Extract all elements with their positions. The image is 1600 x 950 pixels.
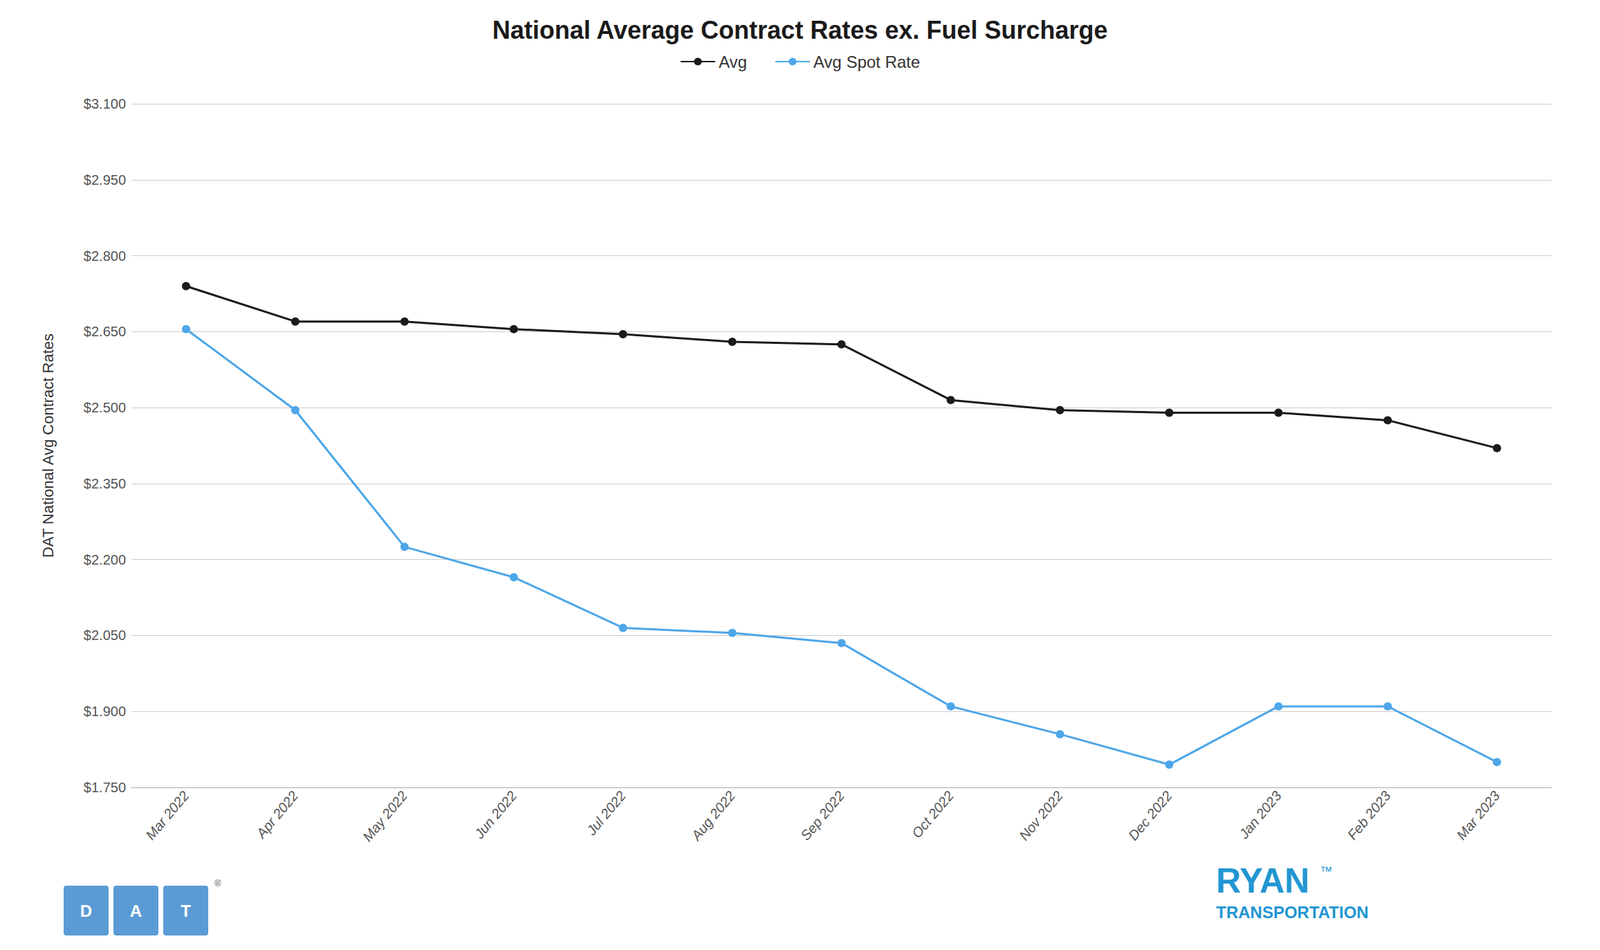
svg-text:Apr 2022: Apr 2022 (253, 787, 302, 842)
svg-text:A: A (130, 901, 142, 921)
svg-text:Feb 2023: Feb 2023 (1344, 787, 1394, 843)
svg-text:$2.950: $2.950 (83, 172, 126, 188)
svg-text:Aug 2022: Aug 2022 (687, 787, 739, 844)
svg-text:$2.500: $2.500 (83, 399, 126, 416)
svg-text:D: D (80, 901, 93, 921)
svg-text:RYAN: RYAN (1216, 861, 1310, 900)
svg-text:™: ™ (1319, 863, 1333, 878)
svg-text:Oct 2022: Oct 2022 (908, 787, 957, 841)
svg-text:Dec 2022: Dec 2022 (1125, 787, 1176, 844)
svg-text:$2.200: $2.200 (83, 552, 126, 568)
svg-text:Sep 2022: Sep 2022 (797, 787, 848, 844)
svg-text:Avg: Avg (718, 52, 748, 72)
svg-text:Jan 2023: Jan 2023 (1235, 787, 1284, 842)
svg-text:$2.650: $2.650 (83, 323, 126, 339)
svg-text:$3.100: $3.100 (83, 96, 126, 112)
svg-text:Nov 2022: Nov 2022 (1016, 787, 1066, 844)
svg-text:Mar 2022: Mar 2022 (142, 787, 192, 843)
svg-text:Jul 2022: Jul 2022 (583, 787, 629, 839)
svg-text:$1.900: $1.900 (83, 703, 126, 719)
svg-text:May 2022: May 2022 (359, 787, 411, 844)
svg-text:Mar 2023: Mar 2023 (1453, 787, 1503, 843)
svg-text:®: ® (214, 877, 222, 889)
svg-text:DAT National Avg Contract Rate: DAT National Avg Contract Rates (39, 333, 57, 558)
svg-text:$1.750: $1.750 (83, 779, 126, 795)
svg-text:T: T (180, 901, 191, 921)
svg-text:$2.800: $2.800 (83, 248, 126, 264)
svg-text:$2.050: $2.050 (83, 627, 126, 643)
svg-text:Avg Spot Rate: Avg Spot Rate (813, 52, 921, 72)
svg-text:TRANSPORTATION: TRANSPORTATION (1216, 902, 1369, 922)
svg-text:$2.350: $2.350 (83, 475, 126, 492)
svg-text:Jun 2022: Jun 2022 (471, 787, 520, 842)
svg-text:National Average Contract Rate: National Average Contract Rates ex. Fuel… (492, 15, 1109, 45)
